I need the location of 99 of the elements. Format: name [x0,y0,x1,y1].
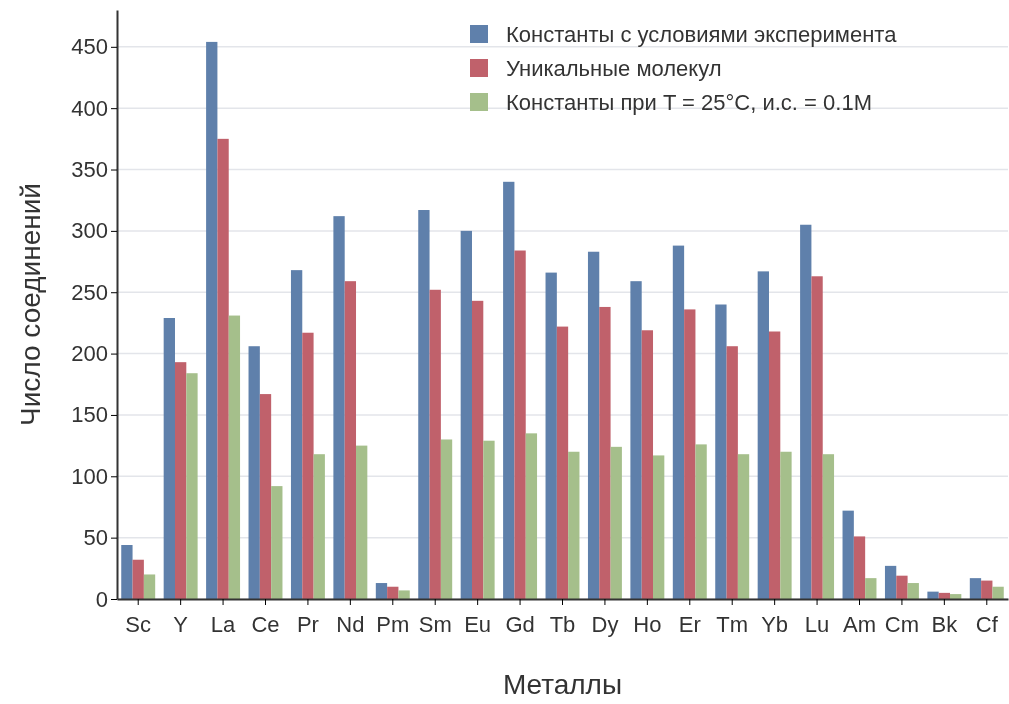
bar [290,270,303,599]
y-tick-label: 200 [71,341,108,367]
x-tick-label: Eu [464,612,492,638]
x-tick-label: Tm [716,612,749,638]
bar [174,362,187,599]
bar [525,433,538,599]
bar [271,486,283,599]
x-tick-label: Pr [296,612,319,638]
bar [822,454,835,599]
legend-label: Константы с условиями эксперимента [506,22,898,47]
bar [344,281,357,599]
x-tick-label: Sm [418,612,452,638]
x-axis-title: Металлы [502,669,623,700]
bar [757,271,769,599]
bar [896,575,908,599]
y-tick-label: 350 [71,157,108,183]
bar [981,580,993,599]
x-tick-label: Dy [591,612,619,638]
x-tick-label: Ho [633,612,662,638]
bar [248,346,260,599]
bar [545,272,557,599]
legend-label: Константы при T = 25°C, и.с. = 0.1M [506,90,872,115]
x-tick-label: Yb [761,612,789,638]
y-axis-title: Число соединений [15,183,46,426]
y-tick-label: 50 [83,525,108,551]
bar [375,583,388,599]
x-tick-label: Lu [804,612,830,638]
bar [768,331,781,599]
bar [460,230,472,599]
bar [514,250,526,599]
bar [842,510,854,599]
x-tick-label: Pm [376,612,410,638]
bar [641,330,654,599]
bar [653,455,665,599]
bar [938,592,951,599]
bar [630,281,642,599]
bar [610,446,622,599]
x-tick-label: Cf [975,612,999,638]
x-tick-label: Sc [125,612,152,638]
bar [800,224,812,599]
bar [471,300,484,599]
bar [568,451,580,599]
bar [865,578,877,599]
bar [684,309,696,599]
bar [715,304,727,599]
bar [726,346,738,599]
bar [737,454,750,599]
bar [969,578,982,599]
bar [780,451,792,599]
bar [853,536,866,599]
x-tick-label: Am [843,612,876,638]
bar [163,318,175,599]
bar [387,586,399,599]
bar [884,565,897,599]
bar [302,332,314,599]
bar [599,306,611,599]
bar [132,559,144,599]
bar [259,394,272,599]
bar [228,315,241,599]
x-tick-label: Cm [884,612,920,638]
bar [313,454,325,599]
y-tick-label: 0 [95,586,108,612]
x-tick-label: Nd [336,612,365,638]
legend-label: Уникальные молекул [506,56,722,81]
bar [418,210,430,599]
bar [950,594,962,599]
x-tick-label: Ce [251,612,280,638]
bar [483,440,495,599]
x-tick-label: La [210,612,237,638]
x-tick-label: Bk [931,612,959,638]
y-tick-label: 400 [71,95,108,121]
bar [398,590,410,599]
y-tick-label: 250 [71,279,108,305]
bar [333,216,345,599]
bar [695,444,707,599]
y-tick-label: 450 [71,34,108,60]
y-tick-label: 100 [71,463,108,489]
bar [143,574,156,599]
bar [556,326,569,599]
bar [672,245,685,599]
bar [121,545,133,599]
y-tick-label: 300 [71,218,108,244]
bar [907,583,919,599]
bar [587,251,600,599]
y-tick-label: 150 [71,402,108,428]
bar [356,445,368,599]
bar [503,181,515,599]
bar [429,289,441,599]
bar [217,138,229,599]
x-tick-label: Er [678,612,701,638]
bar [927,591,939,599]
bar [206,41,218,599]
bar [440,439,453,599]
x-tick-label: Tb [549,612,576,638]
bar [186,373,198,599]
x-tick-label: Y [173,612,189,638]
bar [811,276,823,599]
bar [992,586,1004,599]
x-tick-label: Gd [505,612,535,638]
